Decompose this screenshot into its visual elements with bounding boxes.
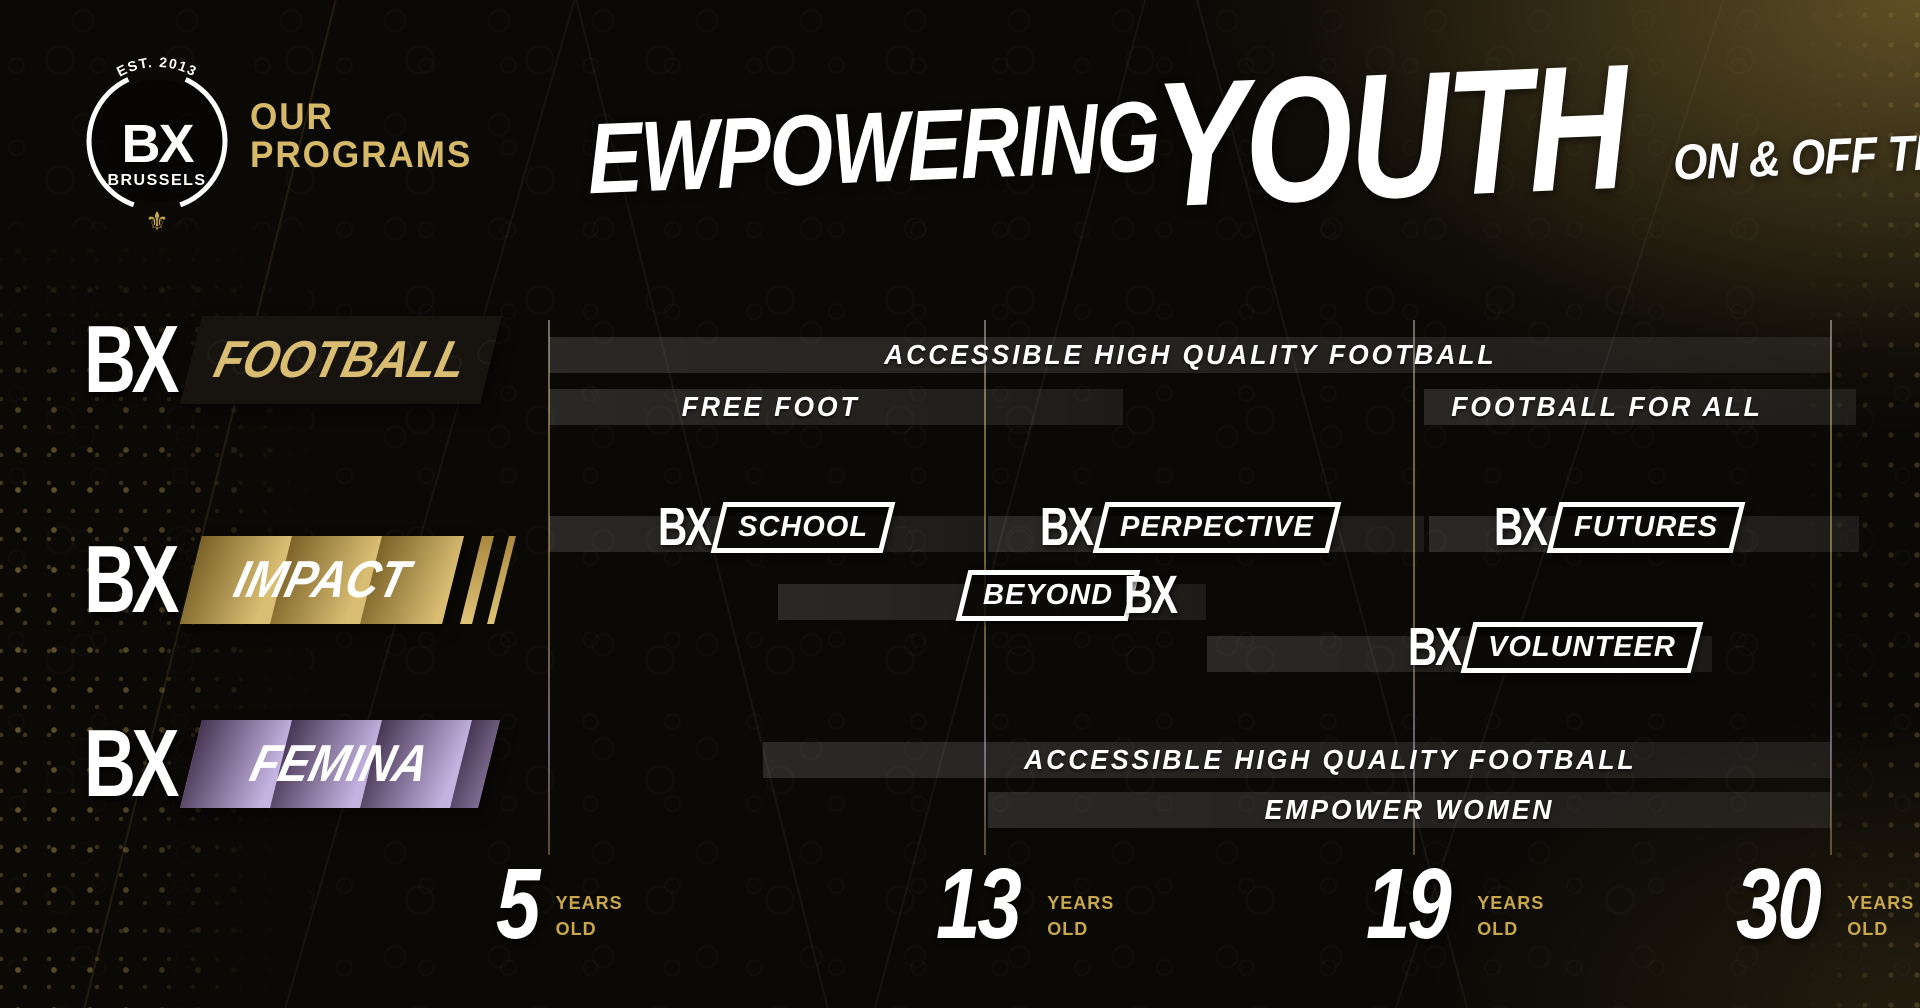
age-marker-30: 30 YEARS OLD [1736,848,1914,960]
program-bx-football: BX FOOTBALL [84,306,503,413]
age-unit-line: YEARS [1477,893,1545,913]
badge-box: PERPECTIVE [1092,501,1342,553]
age-unit-line: YEARS [555,893,623,913]
age-line-5 [548,320,550,855]
age-unit-line: OLD [1847,919,1889,940]
age-number: 5 [496,848,540,960]
badge-bx-volunteer: BX VOLUNTEER [1408,617,1704,677]
bar-label: FREE FOOT [682,391,860,422]
bar-label: ACCESSIBLE HIGH QUALITY FOOTBALL [883,339,1497,370]
bar-football-for-all: FOOTBALL FOR ALL [1424,389,1856,425]
kicker-our-programs: OUR PROGRAMS [250,98,472,173]
program-plate-football: FOOTBALL [180,316,503,405]
age-number: 19 [1366,848,1452,960]
badge-bx-school: BX SCHOOL [658,497,896,557]
title-lead: EWPOWERING [585,79,1161,215]
badge-bx-prefix: BX [1494,497,1548,557]
age-unit-line: YEARS [1847,893,1915,913]
bar-femina-accessible: ACCESSIBLE HIGH QUALITY FOOTBALL [763,742,1831,778]
logo-ring-gap-top [125,66,189,86]
badge-box: BEYOND [955,569,1141,621]
program-name: IMPACT [229,551,416,610]
age-marker-13: 13 YEARS OLD [936,848,1114,960]
badge-label: SCHOOL [738,510,869,543]
age-marker-19: 19 YEARS OLD [1366,848,1544,960]
program-name: FOOTBALL [209,331,474,390]
badge-beyond-bx: BEYOND BX [955,565,1193,625]
program-prefix: BX [84,306,180,413]
program-prefix: BX [84,526,180,633]
program-plate-femina: FEMINA [180,720,501,809]
program-prefix: BX [84,710,180,817]
program-bx-impact: BX IMPACT [84,526,517,633]
badge-bx-futures: BX FUTURES [1494,497,1746,557]
age-unit-line: YEARS [1047,893,1115,913]
badge-bx-prefix: BX [1408,617,1462,677]
title-tail: ON & OFF THE PITCH [1671,117,1920,191]
badge-bx-suffix: BX [1124,565,1178,625]
bar-label: FOOTBALL FOR ALL [1451,391,1763,422]
logo-city-text: BRUSSELS [107,172,206,189]
badge-box: SCHOOL [710,501,896,553]
program-bx-femina: BX FEMINA [84,710,501,817]
badge-label: PERPECTIVE [1120,510,1314,543]
bar-empower-women: EMPOWER WOMEN [988,792,1831,828]
badge-box: VOLUNTEER [1460,621,1704,673]
bar-free-foot: FREE FOOT [549,389,1123,425]
bar-label: ACCESSIBLE HIGH QUALITY FOOTBALL [1023,744,1637,775]
age-unit-line: OLD [555,919,597,940]
logo-ring-gap-bottom [131,198,183,216]
age-unit: YEARS OLD [1477,890,1544,948]
bx-brussels-logo: EST. 2013 BX BRUSSELS ⚜ [86,54,228,236]
badge-label: FUTURES [1574,510,1718,543]
badge-bx-prefix: BX [658,497,712,557]
badge-box: FUTURES [1546,501,1746,553]
program-plate-impact: IMPACT [180,536,465,625]
age-unit: YEARS OLD [1847,890,1914,948]
age-unit: YEARS OLD [556,890,623,948]
title-emphasis: YOUTH [1150,26,1629,245]
badge-label: VOLUNTEER [1488,630,1676,663]
age-marker-5: 5 YEARS OLD [496,848,623,960]
badge-bx-prefix: BX [1040,497,1094,557]
bar-accessible-high-quality-football: ACCESSIBLE HIGH QUALITY FOOTBALL [549,337,1831,373]
age-unit-line: OLD [1047,919,1089,940]
bar-label: EMPOWER WOMEN [1264,794,1555,825]
age-number: 13 [936,848,1022,960]
program-name: FEMINA [245,735,436,794]
age-unit: YEARS OLD [1047,890,1114,948]
age-number: 30 [1736,848,1822,960]
fleur-de-lis-icon: ⚜ [145,206,168,236]
badge-label: BEYOND [983,578,1114,611]
kicker-line-1: OUR [250,96,334,137]
logo-bx-text: BX [121,114,194,174]
badge-bx-perpective: BX PERPECTIVE [1040,497,1342,557]
kicker-line-2: PROGRAMS [250,133,473,175]
age-unit-line: OLD [1477,919,1519,940]
